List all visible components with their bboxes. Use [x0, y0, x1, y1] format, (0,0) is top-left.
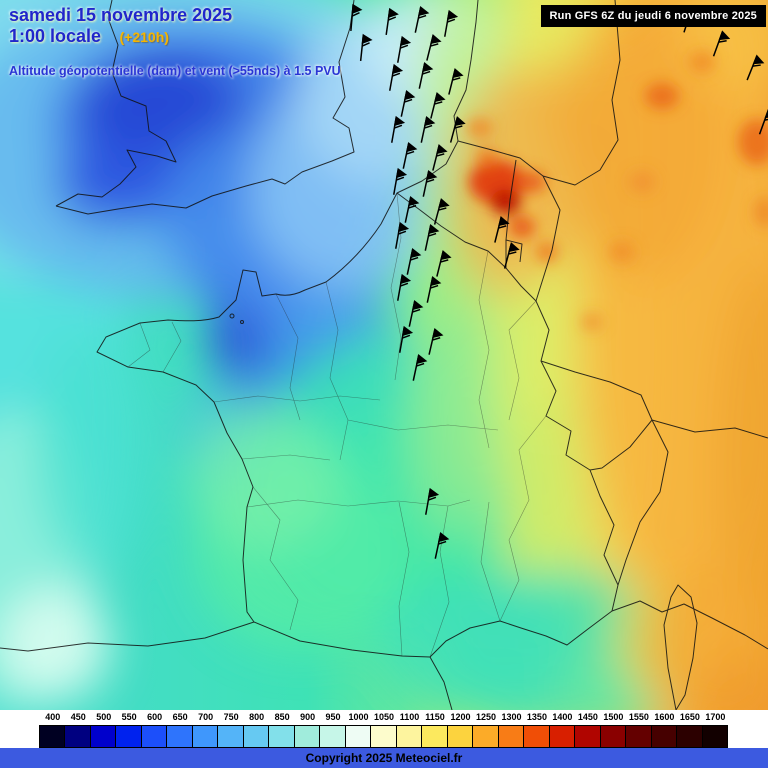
scale-cell: 1250	[472, 710, 499, 748]
scale-cell: 700	[191, 710, 219, 748]
scale-swatch	[268, 725, 295, 748]
scale-tick-label: 1600	[654, 712, 675, 722]
scale-swatch	[701, 725, 729, 748]
scale-cell: 1200	[446, 710, 474, 748]
scale-swatch	[472, 725, 499, 748]
scale-tick-label: 1400	[552, 712, 573, 722]
map-subtitle: Altitude géopotentielle (dam) et vent (>…	[9, 64, 341, 78]
scale-cell: 800	[242, 710, 270, 748]
scale-cell: 1350	[523, 710, 550, 748]
scale-swatch	[217, 725, 244, 748]
scale-tick-label: 850	[274, 712, 290, 722]
valid-date: samedi 15 novembre 2025	[9, 5, 233, 25]
scale-swatch	[676, 725, 703, 748]
scale-swatch	[293, 725, 321, 748]
scale-tick-label: 650	[172, 712, 188, 722]
scale-tick-label: 950	[325, 712, 341, 722]
scale-cell: 1150	[421, 710, 448, 748]
scale-tick-label: 700	[198, 712, 214, 722]
scale-cell: 950	[319, 710, 346, 748]
scale-tick-label: 1650	[679, 712, 700, 722]
scale-cell: 1550	[625, 710, 652, 748]
scale-swatch	[344, 725, 372, 748]
scale-tick-label: 450	[70, 712, 86, 722]
scale-swatch	[548, 725, 576, 748]
forecast-offset: (+210h)	[119, 29, 169, 45]
scale-tick-label: 1150	[425, 712, 445, 722]
scale-swatch	[89, 725, 117, 748]
scale-cell: 1400	[548, 710, 576, 748]
map-header: samedi 15 novembre 2025 1:00 locale (+21…	[9, 5, 341, 78]
scale-cell: 1050	[370, 710, 397, 748]
valid-time-row: 1:00 locale (+210h)	[9, 26, 341, 48]
valid-time: 1:00 locale	[9, 26, 102, 46]
scale-swatch	[574, 725, 601, 748]
scale-cell: 1600	[650, 710, 678, 748]
scale-tick-label: 1100	[399, 712, 420, 722]
scale-swatch	[497, 725, 525, 748]
scale-tick-label: 1350	[526, 712, 547, 722]
scale-cell: 450	[64, 710, 91, 748]
scale-swatch	[319, 725, 346, 748]
scale-cell: 1450	[574, 710, 601, 748]
scale-cell: 1650	[676, 710, 703, 748]
scale-swatch	[599, 725, 627, 748]
scale-cell: 1300	[497, 710, 525, 748]
scale-swatch	[166, 725, 193, 748]
scale-cell: 900	[293, 710, 321, 748]
scale-swatch	[395, 725, 423, 748]
scale-tick-label: 800	[249, 712, 265, 722]
scale-cell: 600	[140, 710, 168, 748]
scale-cell: 750	[217, 710, 244, 748]
scale-tick-label: 1700	[705, 712, 726, 722]
scale-cell: 650	[166, 710, 193, 748]
copyright-text: Copyright 2025 Meteociel.fr	[305, 751, 463, 765]
scale-cell: 550	[115, 710, 142, 748]
scale-tick-label: 1450	[577, 712, 598, 722]
scale-tick-label: 1300	[501, 712, 522, 722]
scale-cell: 850	[268, 710, 295, 748]
scale-swatch	[191, 725, 219, 748]
scale-cell: 1100	[395, 710, 423, 748]
scale-swatch	[140, 725, 168, 748]
scale-cell: 1700	[701, 710, 729, 748]
scale-tick-label: 1500	[603, 712, 624, 722]
scale-swatch	[421, 725, 448, 748]
scale-swatch	[115, 725, 142, 748]
scale-tick-label: 600	[147, 712, 163, 722]
scale-swatch	[370, 725, 397, 748]
scale-tick-label: 1000	[348, 712, 369, 722]
scale-tick-label: 900	[300, 712, 316, 722]
scale-tick-label: 1550	[628, 712, 649, 722]
run-info-box: Run GFS 6Z du jeudi 6 novembre 2025	[540, 5, 766, 27]
map-area: samedi 15 novembre 2025 1:00 locale (+21…	[0, 0, 768, 710]
scale-tick-label: 550	[121, 712, 137, 722]
scale-cell: 1500	[599, 710, 627, 748]
scale-swatch	[64, 725, 91, 748]
color-scale: 400 450 500 550 600 650 700 750 800 850 900 950 1000…	[39, 710, 729, 748]
scale-tick-label: 500	[96, 712, 112, 722]
scale-tick-label: 1050	[374, 712, 395, 722]
scale-swatch	[446, 725, 474, 748]
scale-cell: 1000	[344, 710, 372, 748]
scale-tick-label: 750	[223, 712, 239, 722]
scale-cell: 500	[89, 710, 117, 748]
scale-swatch	[650, 725, 678, 748]
scale-tick-label: 400	[45, 712, 61, 722]
scale-tick-label: 1250	[475, 712, 496, 722]
scale-tick-label: 1200	[450, 712, 471, 722]
scale-swatch	[625, 725, 652, 748]
geopotential-map	[0, 0, 768, 710]
scale-swatch	[242, 725, 270, 748]
scale-swatch	[523, 725, 550, 748]
scale-cell: 400	[39, 710, 66, 748]
copyright-bar: Copyright 2025 Meteociel.fr	[0, 748, 768, 768]
scale-swatch	[39, 725, 66, 748]
